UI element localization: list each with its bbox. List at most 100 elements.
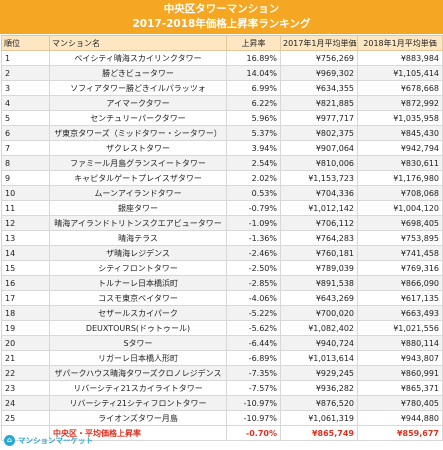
row-price-2018: ¥883,984 (357, 50, 443, 66)
row-price-2017: ¥700,020 (280, 305, 358, 321)
row-rank: 7 (1, 140, 50, 156)
row-name: ベイシティ晴海スカイリンクタワー (49, 50, 227, 66)
row-rank: 10 (1, 185, 50, 201)
table-row: 3 ソフィアタワー勝どきイルパラッツォ 6.99% ¥634,355 ¥678,668 (1, 80, 443, 96)
row-rate: 6.99% (226, 80, 281, 96)
average-label: 中央区・平均価格上昇率 (49, 425, 227, 441)
row-rate: 5.96% (226, 110, 281, 126)
row-rank: 24 (1, 395, 50, 411)
row-price-2018: ¥708,068 (357, 185, 443, 201)
table-row: 24 リバーシティ21シティフロントタワー -10.97% ¥876,520 ¥780,… (1, 395, 443, 411)
table-row: 25 ライオンズタワー月島 -10.97% ¥1,061,319 ¥944,880 (1, 410, 443, 426)
table-row: 9 キャピタルゲートプレイスザタワー 2.02% ¥1,153,723 ¥1,176,9… (1, 170, 443, 186)
row-name: リガーレ日本橋人形町 (49, 350, 227, 366)
row-price-2017: ¥810,006 (280, 155, 358, 171)
row-rate: -5.22% (226, 305, 281, 321)
row-name: ソフィアタワー勝どきイルパラッツォ (49, 80, 227, 96)
table-row: 8 ファミール月島グランスイートタワー 2.54% ¥810,006 ¥830,611 (1, 155, 443, 171)
row-rank: 15 (1, 260, 50, 276)
header-title-line2: 2017-2018年価格上昇率ランキング (132, 18, 311, 30)
table-row: 1 ベイシティ晴海スカイリンクタワー 16.89% ¥756,269 ¥883,984 (1, 50, 443, 66)
row-rate: 2.54% (226, 155, 281, 171)
row-rate: -6.44% (226, 335, 281, 351)
row-name: リバーシティ21スカイライトタワー (49, 380, 227, 396)
row-price-2017: ¥643,269 (280, 290, 358, 306)
row-price-2018: ¥741,458 (357, 245, 443, 261)
row-price-2018: ¥663,493 (357, 305, 443, 321)
row-rank: 22 (1, 365, 50, 381)
row-name: アイマークタワー (49, 95, 227, 111)
row-price-2017: ¥760,181 (280, 245, 358, 261)
row-price-2018: ¥1,105,414 (357, 65, 443, 81)
row-name: ファミール月島グランスイートタワー (49, 155, 227, 171)
row-price-2018: ¥872,992 (357, 95, 443, 111)
row-rate: -7.57% (226, 380, 281, 396)
row-price-2017: ¥940,724 (280, 335, 358, 351)
row-rate: 16.89% (226, 50, 281, 66)
row-name: トルナーレ日本橋浜町 (49, 275, 227, 291)
row-price-2018: ¥678,668 (357, 80, 443, 96)
row-price-2018: ¥1,176,980 (357, 170, 443, 186)
row-price-2018: ¥944,880 (357, 410, 443, 426)
house-circle-icon: ⌂ (4, 434, 15, 446)
row-rank: 21 (1, 350, 50, 366)
row-price-2017: ¥706,112 (280, 215, 358, 231)
row-rank: 20 (1, 335, 50, 351)
row-rate: 0.53% (226, 185, 281, 201)
table-row: 11 銀座タワー -0.79% ¥1,012,142 ¥1,004,120 (1, 200, 443, 216)
row-rate: 3.94% (226, 140, 281, 156)
row-price-2017: ¥876,520 (280, 395, 358, 411)
column-header-price-2017: 2017年1月平均単価 (280, 35, 358, 51)
row-name: ザ晴海レジデンス (49, 245, 227, 261)
row-price-2018: ¥866,090 (357, 275, 443, 291)
table-row: 10 ムーンアイランドタワー 0.53% ¥704,336 ¥708,068 (1, 185, 443, 201)
table-row: 6 ザ東京タワーズ（ミッドタワー・シータワー） 5.37% ¥802,375 ¥845,… (1, 125, 443, 141)
row-price-2017: ¥936,282 (280, 380, 358, 396)
row-name: 晴海アイランドトリトンスクエアビュータワー (49, 215, 227, 231)
row-rank: 11 (1, 200, 50, 216)
row-rate: -2.85% (226, 275, 281, 291)
table-row: 18 セザールスカイパーク -5.22% ¥700,020 ¥663,493 (1, 305, 443, 321)
table-row: 19 DEUXTOURS(ドゥトゥール) -5.62% ¥1,082,402 ¥1,02… (1, 320, 443, 336)
header-title-line1: 中央区タワーマンション (163, 3, 280, 15)
row-price-2017: ¥1,153,723 (280, 170, 358, 186)
row-rate: 5.37% (226, 125, 281, 141)
row-price-2017: ¥634,355 (280, 80, 358, 96)
average-price-2018: ¥859,677 (357, 425, 443, 441)
average-price-2017: ¥865,749 (280, 425, 358, 441)
column-header-name: マンション名 (49, 35, 227, 51)
row-rank: 4 (1, 95, 50, 111)
row-price-2017: ¥789,039 (280, 260, 358, 276)
row-rank: 6 (1, 125, 50, 141)
row-name: シティフロントタワー (49, 260, 227, 276)
row-name: ライオンズタワー月島 (49, 410, 227, 426)
row-rank: 19 (1, 320, 50, 336)
average-row: 中央区・平均価格上昇率 -0.70% ¥865,749 ¥859,677 (1, 425, 443, 441)
row-name: DEUXTOURS(ドゥトゥール) (49, 320, 227, 336)
row-rate: -6.89% (226, 350, 281, 366)
row-name: リバーシティ21シティフロントタワー (49, 395, 227, 411)
row-rate: -7.35% (226, 365, 281, 381)
row-rate: -1.09% (226, 215, 281, 231)
row-rank: 2 (1, 65, 50, 81)
table-row: 7 ザクレストタワー 3.94% ¥907,064 ¥942,794 (1, 140, 443, 156)
row-price-2018: ¥753,895 (357, 230, 443, 246)
table-row: 5 センチュリーパークタワー 5.96% ¥977,717 ¥1,035,958 (1, 110, 443, 126)
row-name: 銀座タワー (49, 200, 227, 216)
row-name: ザクレストタワー (49, 140, 227, 156)
row-price-2017: ¥821,885 (280, 95, 358, 111)
row-price-2017: ¥977,717 (280, 110, 358, 126)
average-rate: -0.70% (226, 425, 281, 441)
row-price-2017: ¥891,538 (280, 275, 358, 291)
row-rate: -10.97% (226, 395, 281, 411)
row-price-2017: ¥704,336 (280, 185, 358, 201)
row-price-2018: ¥698,405 (357, 215, 443, 231)
row-price-2018: ¥1,021,556 (357, 320, 443, 336)
row-rate: -4.06% (226, 290, 281, 306)
row-price-2017: ¥1,012,142 (280, 200, 358, 216)
row-price-2017: ¥929,245 (280, 365, 358, 381)
column-header-rank: 順位 (1, 35, 50, 51)
brand-footer: ⌂ マンションマーケット (4, 433, 93, 447)
row-rate: -2.50% (226, 260, 281, 276)
